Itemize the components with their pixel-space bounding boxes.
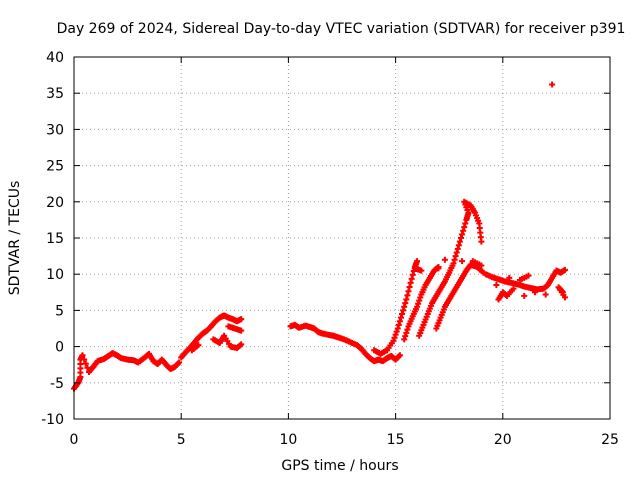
data-point [399,311,406,318]
data-point [525,272,532,279]
series-midday [287,321,403,365]
y-tick-label: 30 [46,122,64,138]
data-point [457,235,464,241]
data-point [392,331,399,338]
data-point [405,288,412,295]
y-tick-label: -10 [41,412,64,428]
data-point [396,352,403,359]
data-point [176,359,183,366]
data-point [400,307,407,314]
data-point [396,318,403,325]
data-point [79,352,86,359]
data-point [451,256,458,263]
data-point [407,279,414,286]
series-morning-rise [178,312,245,361]
data-point [461,224,468,231]
data-point [82,360,89,367]
data-point [493,282,500,289]
data-point [411,265,418,272]
data-point [415,300,422,307]
data-point [408,275,415,282]
x-tick-label: 5 [177,432,186,448]
data-point [403,296,410,303]
data-point [521,292,528,299]
data-point [542,291,549,298]
series-early-morning [71,350,183,392]
data-point [404,292,411,299]
data-point [402,300,409,307]
x-tick-label: 25 [601,432,619,448]
data-point [414,303,421,310]
data-point [409,271,416,278]
data-point [238,316,245,323]
data-point [393,328,400,335]
data-point [417,294,424,301]
data-point [460,227,467,234]
data-point [403,329,410,336]
axis-ticks: 0 5 10 15 20 25 -10 -5 0 5 10 15 20 25 30 35 40 [41,50,619,448]
data-point [454,245,461,252]
data-point [450,260,457,267]
data-point [435,265,442,272]
y-tick-label: 15 [46,231,64,247]
x-tick-label: 15 [387,432,405,448]
data-point [397,314,404,321]
data-point [395,321,402,328]
data-point [81,356,88,363]
data-point [455,242,462,249]
data-point [561,266,568,273]
data-point [404,326,411,333]
grid-lines [74,57,610,419]
data-point [452,253,459,260]
data-point [453,249,460,256]
y-tick-label: 5 [55,303,64,319]
data-point [549,81,556,88]
data-point [561,294,568,301]
y-tick-label: -5 [50,376,64,392]
data-points [71,81,568,392]
data-point [391,334,398,341]
y-axis-label: SDTVAR / TECUs [7,181,23,296]
y-tick-label: 0 [55,340,64,356]
x-tick-label: 20 [494,432,512,448]
data-point [478,262,485,269]
data-point [531,289,538,296]
y-tick-label: 35 [46,86,64,102]
data-point [402,333,409,340]
data-point [238,341,245,348]
data-point [506,274,513,281]
data-point [459,231,466,238]
x-axis-label: GPS time / hours [281,458,398,474]
data-point [478,238,485,245]
data-point [406,284,413,291]
data-point [401,336,408,343]
series-evening [482,81,568,303]
data-point [416,297,423,304]
x-tick-label: 0 [70,432,79,448]
data-point [394,325,401,332]
x-tick-label: 10 [279,432,297,448]
y-tick-label: 20 [46,195,64,211]
data-point [462,220,469,227]
data-point [459,258,466,265]
data-point [441,256,448,263]
data-point [414,258,421,265]
data-point [390,337,397,344]
data-point [456,238,463,245]
data-point [238,327,245,334]
data-point [510,285,517,292]
y-tick-label: 10 [46,267,64,283]
y-tick-label: 40 [46,50,64,66]
y-tick-label: 25 [46,159,64,175]
series-afternoon-tracks [371,198,487,357]
data-point [195,342,202,349]
chart-title: Day 269 of 2024, Sidereal Day-to-day VTE… [57,21,626,37]
data-point [401,303,408,310]
